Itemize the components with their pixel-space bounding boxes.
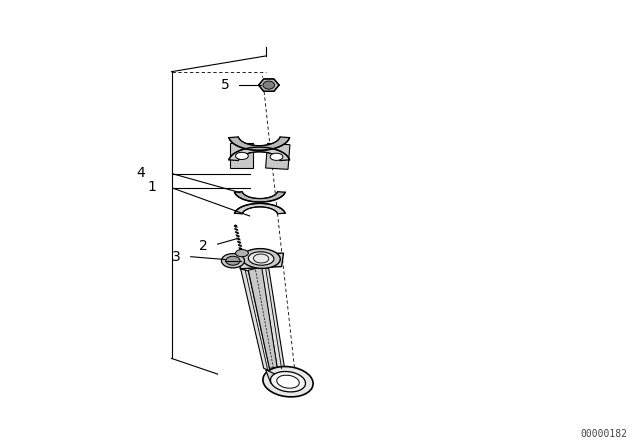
Polygon shape (234, 192, 285, 202)
Text: 2: 2 (199, 238, 208, 253)
Text: 1: 1 (148, 180, 157, 194)
Ellipse shape (263, 366, 313, 397)
Polygon shape (259, 79, 279, 91)
Text: 3: 3 (172, 250, 181, 264)
Text: 00000182: 00000182 (580, 429, 627, 439)
Polygon shape (266, 143, 290, 169)
Polygon shape (261, 267, 285, 370)
Polygon shape (241, 269, 270, 371)
Text: 5: 5 (221, 78, 230, 92)
Ellipse shape (221, 254, 244, 268)
Polygon shape (234, 203, 285, 214)
Ellipse shape (248, 252, 274, 265)
Polygon shape (266, 370, 280, 389)
Ellipse shape (242, 249, 280, 268)
Ellipse shape (270, 153, 283, 160)
Ellipse shape (276, 375, 300, 388)
Polygon shape (229, 137, 289, 151)
Ellipse shape (271, 371, 305, 392)
Ellipse shape (263, 81, 275, 89)
Text: 4: 4 (136, 166, 145, 180)
Ellipse shape (236, 152, 248, 159)
Ellipse shape (236, 250, 248, 257)
Ellipse shape (226, 256, 240, 265)
Polygon shape (240, 253, 284, 269)
Polygon shape (248, 267, 277, 368)
Polygon shape (229, 147, 289, 160)
Polygon shape (230, 143, 253, 168)
